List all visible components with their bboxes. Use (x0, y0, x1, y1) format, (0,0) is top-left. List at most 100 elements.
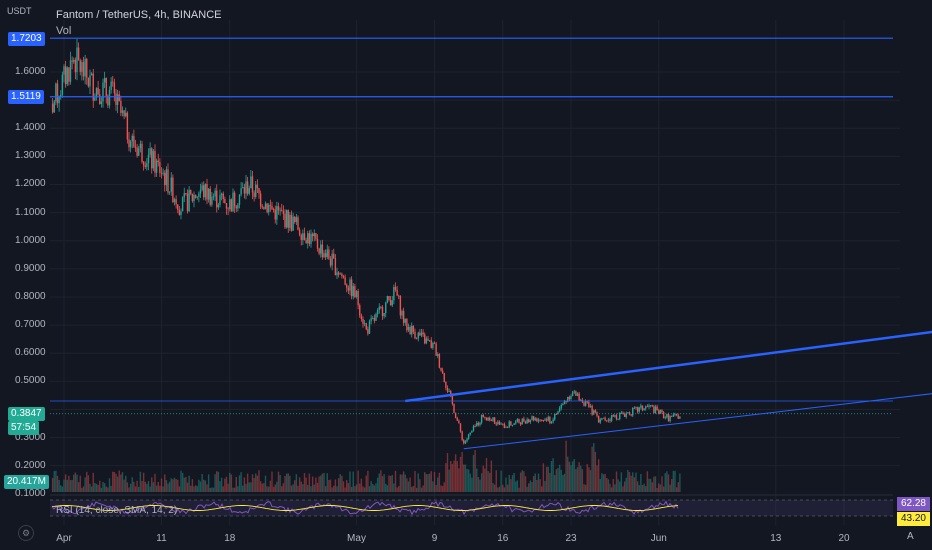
candle-body (77, 47, 80, 61)
symbol-title[interactable]: Fantom / TetherUS, 4h, BINANCE (56, 9, 222, 21)
volume-bar (318, 476, 320, 492)
candle-body (92, 73, 94, 101)
candle-body (154, 150, 156, 173)
candle-body (567, 396, 569, 402)
candle-body (194, 194, 197, 198)
volume-bar (118, 470, 120, 492)
candle-body (385, 302, 387, 314)
candle-body (268, 205, 270, 213)
volume-bar (588, 467, 590, 492)
candle-body (66, 67, 68, 85)
volume-bar (284, 476, 286, 492)
candle-body (201, 185, 203, 190)
volume-bar (82, 486, 85, 492)
volume-bar (246, 473, 249, 492)
candle-body (60, 94, 62, 97)
volume-bar (633, 477, 636, 492)
candle-body (563, 400, 566, 405)
volume-bar (172, 479, 174, 492)
candle-body (271, 205, 273, 210)
candle-body (287, 210, 289, 228)
volume-bar (445, 463, 447, 492)
candle-body (173, 199, 176, 203)
volume-bar (347, 483, 350, 492)
candle-body (513, 423, 515, 425)
volume-bar (461, 452, 463, 492)
candle-body (204, 184, 207, 198)
volume-bar (365, 475, 367, 492)
volume-bar (204, 480, 207, 492)
volume-bar (432, 481, 434, 492)
volume-bar (463, 464, 465, 492)
candle-body (407, 326, 410, 331)
candle-body (149, 148, 151, 155)
candle-body (95, 87, 98, 98)
candle-body (97, 87, 99, 95)
volume-bar (495, 470, 497, 492)
volume-bar (300, 481, 302, 492)
candle-body (245, 181, 247, 194)
volume-bar (594, 451, 597, 492)
volume-bar (274, 484, 276, 492)
volume-bar (472, 454, 475, 492)
candle-body (125, 112, 127, 117)
volume-bar (547, 466, 549, 492)
candle-body (339, 273, 341, 275)
volume-bar (245, 483, 247, 492)
volume-bar (643, 483, 645, 492)
candle-body (131, 135, 133, 142)
volume-bar (615, 471, 618, 492)
volume-bar (248, 482, 250, 492)
candle-body (532, 416, 535, 421)
volume-bar (477, 476, 480, 492)
rsi-legend[interactable]: RSI (14, close, SMA, 14, 2) (56, 505, 178, 516)
currency-unit-label: USDT (7, 6, 32, 16)
volume-bar (216, 471, 218, 492)
volume-bar (297, 485, 299, 492)
volume-bar (144, 481, 146, 492)
candle-body (250, 176, 252, 189)
candle-body (81, 62, 83, 72)
volume-bar (360, 478, 363, 492)
auto-scale-button[interactable]: A (907, 531, 914, 542)
volume-bar (441, 486, 444, 492)
candle-body (666, 413, 668, 418)
candle-body (495, 423, 497, 425)
candle-body (300, 234, 302, 240)
candle-body (640, 405, 642, 408)
volume-bar (320, 475, 322, 492)
candle-body (258, 188, 260, 194)
volume-bar (194, 485, 197, 492)
candle-body (141, 143, 143, 162)
volume-bar (131, 477, 133, 492)
settings-gear-icon[interactable]: ⚙ (18, 525, 34, 541)
candle-body (362, 318, 364, 324)
candle-body (76, 47, 78, 73)
volume-bar (396, 487, 398, 492)
volume-bar (448, 469, 450, 492)
candle-body (290, 214, 293, 231)
volume-bar (544, 480, 546, 492)
candle-body (68, 67, 70, 82)
volume-bar (157, 481, 159, 492)
volume-bar (120, 474, 122, 492)
candle-body (224, 199, 226, 203)
volume-bar (259, 481, 262, 492)
candle-body (344, 277, 346, 285)
volume-bar (162, 486, 164, 492)
volume-bar (185, 476, 187, 492)
volume-bar (555, 469, 558, 492)
candle-body (152, 150, 155, 169)
candle-body (391, 300, 393, 306)
volume-bar (198, 479, 200, 492)
volume-bar (628, 471, 631, 492)
volume-legend[interactable]: Vol (56, 25, 72, 37)
volume-bar (149, 486, 151, 492)
volume-bar (100, 487, 103, 492)
candle-body (214, 190, 216, 197)
volume-bar (355, 484, 358, 492)
candle-body (609, 419, 611, 421)
candle-body (129, 141, 132, 148)
candle-body (578, 393, 580, 401)
